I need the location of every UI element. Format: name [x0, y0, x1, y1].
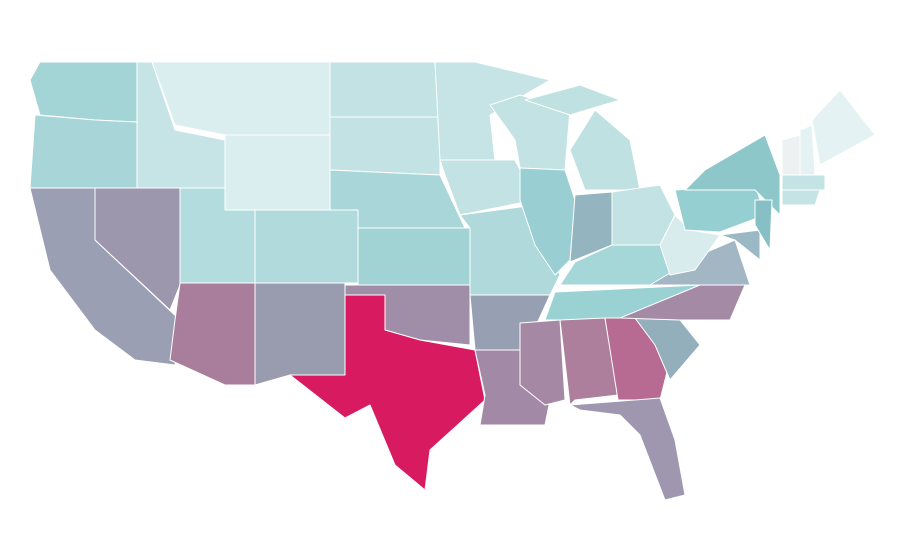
- state: [684, 134, 781, 216]
- state: [569, 397, 686, 501]
- state: [519, 167, 576, 276]
- state: [519, 319, 566, 406]
- state: [151, 61, 331, 136]
- state: [29, 114, 138, 189]
- state: [799, 124, 816, 176]
- state: [357, 227, 471, 286]
- state: [254, 282, 346, 386]
- state: [224, 134, 331, 211]
- state: [754, 199, 773, 251]
- state: [29, 61, 138, 123]
- state: [329, 61, 441, 118]
- state: [559, 317, 619, 406]
- state: [329, 116, 441, 176]
- state: [289, 294, 486, 491]
- state: [569, 109, 641, 191]
- state: [674, 184, 766, 233]
- state: [619, 284, 746, 321]
- state: [524, 84, 621, 116]
- state: [254, 209, 359, 284]
- state: [719, 229, 761, 261]
- state: [169, 282, 256, 386]
- state: [781, 189, 821, 206]
- state: [781, 174, 826, 191]
- state: [811, 89, 876, 166]
- state: [439, 159, 536, 216]
- state: [781, 134, 801, 176]
